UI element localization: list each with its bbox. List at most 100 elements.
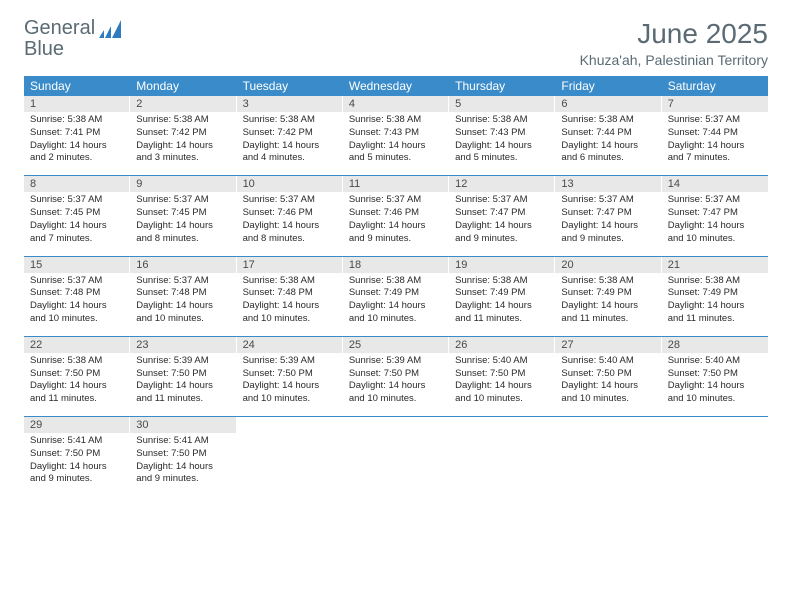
calendar-day: 21Sunrise: 5:38 AMSunset: 7:49 PMDayligh… — [662, 257, 768, 330]
calendar-day: 29Sunrise: 5:41 AMSunset: 7:50 PMDayligh… — [24, 417, 130, 490]
brand-logo: General Blue — [24, 18, 123, 60]
day-details: Sunrise: 5:37 AMSunset: 7:48 PMDaylight:… — [130, 273, 236, 330]
calendar-day: 11Sunrise: 5:37 AMSunset: 7:46 PMDayligh… — [343, 176, 449, 249]
day-number: 2 — [130, 96, 236, 112]
calendar-day — [662, 417, 768, 490]
day-details: Sunrise: 5:37 AMSunset: 7:48 PMDaylight:… — [24, 273, 130, 330]
location: Khuza'ah, Palestinian Territory — [580, 52, 768, 68]
calendar-week: 22Sunrise: 5:38 AMSunset: 7:50 PMDayligh… — [24, 336, 768, 410]
calendar-day: 3Sunrise: 5:38 AMSunset: 7:42 PMDaylight… — [237, 96, 343, 169]
day-details: Sunrise: 5:38 AMSunset: 7:41 PMDaylight:… — [24, 112, 130, 169]
calendar-day: 28Sunrise: 5:40 AMSunset: 7:50 PMDayligh… — [662, 337, 768, 410]
calendar-week: 1Sunrise: 5:38 AMSunset: 7:41 PMDaylight… — [24, 96, 768, 169]
calendar-day — [449, 417, 555, 490]
day-details: Sunrise: 5:40 AMSunset: 7:50 PMDaylight:… — [449, 353, 555, 410]
day-number: 25 — [343, 337, 449, 353]
day-details: Sunrise: 5:40 AMSunset: 7:50 PMDaylight:… — [555, 353, 661, 410]
day-number — [343, 417, 449, 433]
day-number: 12 — [449, 176, 555, 192]
day-number: 21 — [662, 257, 768, 273]
day-number: 13 — [555, 176, 661, 192]
brand-name-part1: General — [24, 17, 95, 39]
calendar-day — [555, 417, 661, 490]
day-details: Sunrise: 5:37 AMSunset: 7:45 PMDaylight:… — [24, 192, 130, 249]
calendar-week: 15Sunrise: 5:37 AMSunset: 7:48 PMDayligh… — [24, 256, 768, 330]
calendar-day: 17Sunrise: 5:38 AMSunset: 7:48 PMDayligh… — [237, 257, 343, 330]
calendar-day: 19Sunrise: 5:38 AMSunset: 7:49 PMDayligh… — [449, 257, 555, 330]
day-details: Sunrise: 5:41 AMSunset: 7:50 PMDaylight:… — [130, 433, 236, 490]
logo-text: General Blue — [24, 18, 95, 60]
calendar-day — [343, 417, 449, 490]
day-details: Sunrise: 5:39 AMSunset: 7:50 PMDaylight:… — [237, 353, 343, 410]
day-details: Sunrise: 5:37 AMSunset: 7:46 PMDaylight:… — [237, 192, 343, 249]
day-number: 1 — [24, 96, 130, 112]
weekday-wed: Wednesday — [343, 76, 449, 96]
calendar-page: General Blue June 2025 Khuza'ah, Palesti… — [0, 0, 792, 508]
calendar-day: 27Sunrise: 5:40 AMSunset: 7:50 PMDayligh… — [555, 337, 661, 410]
day-number: 14 — [662, 176, 768, 192]
day-number: 22 — [24, 337, 130, 353]
month-title: June 2025 — [580, 18, 768, 50]
day-number: 9 — [130, 176, 236, 192]
day-number — [555, 417, 661, 433]
calendar-day: 4Sunrise: 5:38 AMSunset: 7:43 PMDaylight… — [343, 96, 449, 169]
day-details: Sunrise: 5:38 AMSunset: 7:50 PMDaylight:… — [24, 353, 130, 410]
calendar-day: 8Sunrise: 5:37 AMSunset: 7:45 PMDaylight… — [24, 176, 130, 249]
day-number: 20 — [555, 257, 661, 273]
day-details: Sunrise: 5:38 AMSunset: 7:49 PMDaylight:… — [449, 273, 555, 330]
day-number: 7 — [662, 96, 768, 112]
day-number: 26 — [449, 337, 555, 353]
day-number: 28 — [662, 337, 768, 353]
calendar-day: 9Sunrise: 5:37 AMSunset: 7:45 PMDaylight… — [130, 176, 236, 249]
day-details: Sunrise: 5:38 AMSunset: 7:44 PMDaylight:… — [555, 112, 661, 169]
day-number: 11 — [343, 176, 449, 192]
day-number: 27 — [555, 337, 661, 353]
day-details: Sunrise: 5:40 AMSunset: 7:50 PMDaylight:… — [662, 353, 768, 410]
day-number: 16 — [130, 257, 236, 273]
day-number: 4 — [343, 96, 449, 112]
day-details: Sunrise: 5:38 AMSunset: 7:49 PMDaylight:… — [343, 273, 449, 330]
day-number — [662, 417, 768, 433]
weekday-tue: Tuesday — [237, 76, 343, 96]
calendar-day: 25Sunrise: 5:39 AMSunset: 7:50 PMDayligh… — [343, 337, 449, 410]
calendar-day: 13Sunrise: 5:37 AMSunset: 7:47 PMDayligh… — [555, 176, 661, 249]
day-number: 15 — [24, 257, 130, 273]
calendar-day: 24Sunrise: 5:39 AMSunset: 7:50 PMDayligh… — [237, 337, 343, 410]
calendar-day: 23Sunrise: 5:39 AMSunset: 7:50 PMDayligh… — [130, 337, 236, 410]
day-number — [449, 417, 555, 433]
brand-name-part2: Blue — [24, 38, 64, 60]
day-number: 30 — [130, 417, 236, 433]
day-details: Sunrise: 5:37 AMSunset: 7:47 PMDaylight:… — [662, 192, 768, 249]
title-block: June 2025 Khuza'ah, Palestinian Territor… — [580, 18, 768, 68]
day-number: 8 — [24, 176, 130, 192]
day-number: 10 — [237, 176, 343, 192]
weekday-header: Sunday Monday Tuesday Wednesday Thursday… — [24, 76, 768, 96]
weekday-sat: Saturday — [662, 76, 768, 96]
day-details: Sunrise: 5:38 AMSunset: 7:42 PMDaylight:… — [237, 112, 343, 169]
calendar-day: 14Sunrise: 5:37 AMSunset: 7:47 PMDayligh… — [662, 176, 768, 249]
day-details: Sunrise: 5:37 AMSunset: 7:46 PMDaylight:… — [343, 192, 449, 249]
day-number: 18 — [343, 257, 449, 273]
weekday-mon: Monday — [130, 76, 236, 96]
calendar-day: 16Sunrise: 5:37 AMSunset: 7:48 PMDayligh… — [130, 257, 236, 330]
calendar-day: 15Sunrise: 5:37 AMSunset: 7:48 PMDayligh… — [24, 257, 130, 330]
calendar-day: 5Sunrise: 5:38 AMSunset: 7:43 PMDaylight… — [449, 96, 555, 169]
weekday-fri: Friday — [555, 76, 661, 96]
weeks-container: 1Sunrise: 5:38 AMSunset: 7:41 PMDaylight… — [24, 96, 768, 490]
day-number: 6 — [555, 96, 661, 112]
day-number: 3 — [237, 96, 343, 112]
calendar-week: 29Sunrise: 5:41 AMSunset: 7:50 PMDayligh… — [24, 416, 768, 490]
calendar-day: 22Sunrise: 5:38 AMSunset: 7:50 PMDayligh… — [24, 337, 130, 410]
calendar-day: 1Sunrise: 5:38 AMSunset: 7:41 PMDaylight… — [24, 96, 130, 169]
calendar-day: 20Sunrise: 5:38 AMSunset: 7:49 PMDayligh… — [555, 257, 661, 330]
calendar-day: 2Sunrise: 5:38 AMSunset: 7:42 PMDaylight… — [130, 96, 236, 169]
day-details: Sunrise: 5:38 AMSunset: 7:48 PMDaylight:… — [237, 273, 343, 330]
day-details: Sunrise: 5:39 AMSunset: 7:50 PMDaylight:… — [343, 353, 449, 410]
day-details: Sunrise: 5:38 AMSunset: 7:43 PMDaylight:… — [449, 112, 555, 169]
day-details: Sunrise: 5:37 AMSunset: 7:44 PMDaylight:… — [662, 112, 768, 169]
calendar-day: 30Sunrise: 5:41 AMSunset: 7:50 PMDayligh… — [130, 417, 236, 490]
day-details: Sunrise: 5:38 AMSunset: 7:49 PMDaylight:… — [555, 273, 661, 330]
calendar-day: 10Sunrise: 5:37 AMSunset: 7:46 PMDayligh… — [237, 176, 343, 249]
header: General Blue June 2025 Khuza'ah, Palesti… — [24, 18, 768, 68]
calendar-day: 18Sunrise: 5:38 AMSunset: 7:49 PMDayligh… — [343, 257, 449, 330]
